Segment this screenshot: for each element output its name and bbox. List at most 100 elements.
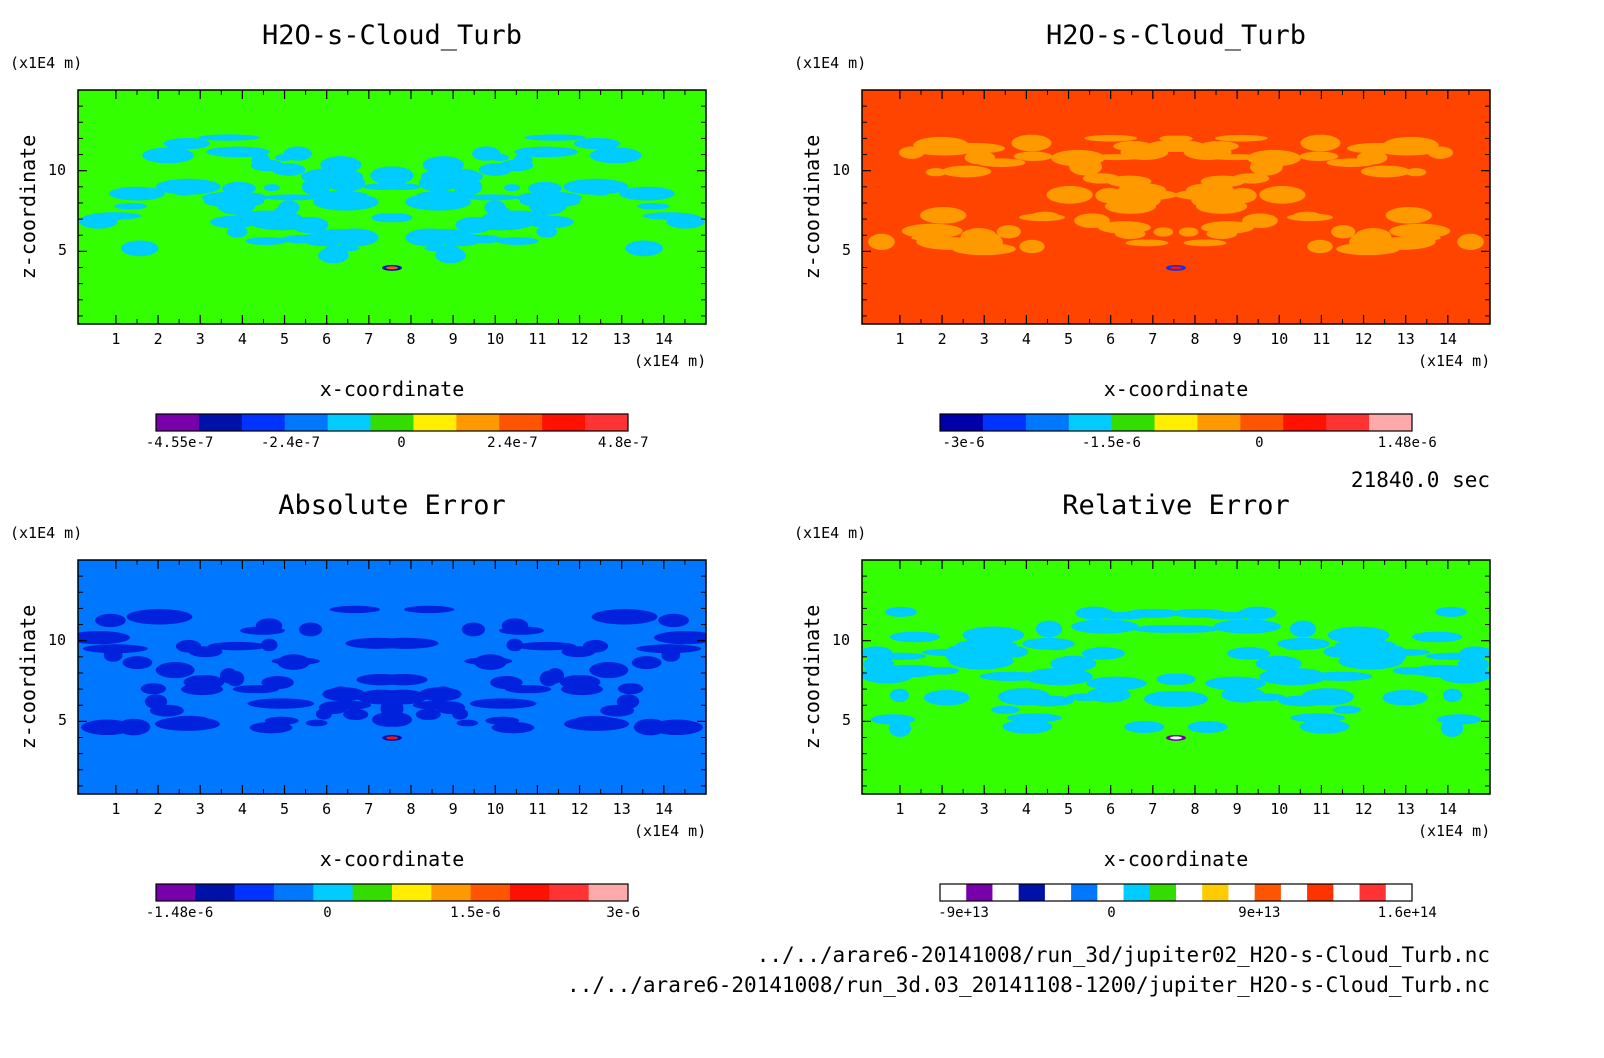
field-blob: [617, 683, 644, 695]
colorbar-tick-label: -2.4e-7: [261, 435, 321, 451]
colorbar-tick-label: 9e+13: [1238, 905, 1281, 921]
field-blob: [884, 606, 917, 617]
colorbar-segment: [499, 414, 543, 431]
field-blob: [1174, 189, 1243, 201]
field-blob: [1213, 619, 1281, 634]
field-blob: [1081, 647, 1126, 660]
colorbar-tick-label: 2.4e-7: [487, 435, 538, 451]
field-blob: [264, 194, 321, 201]
colorbar-segment: [1283, 414, 1327, 431]
x-tick-label: 13: [612, 800, 631, 818]
colorbar-frame: [155, 883, 629, 902]
colorbar-segment: [1240, 414, 1284, 431]
field-blob: [1247, 149, 1301, 167]
field-blob: [272, 206, 294, 225]
y-tick-label: 10: [48, 630, 67, 649]
field-blob: [420, 168, 483, 185]
colorbar-segment: [431, 884, 472, 901]
field-blob: [1086, 676, 1147, 691]
colorbar-tick-label: 0: [397, 435, 406, 451]
field-blob: [114, 203, 148, 210]
field-blob: [1331, 225, 1356, 239]
field-blob: [142, 147, 195, 164]
field-blob: [343, 708, 369, 721]
colorbar-segment: [1071, 884, 1098, 901]
field-blob: [949, 652, 1014, 670]
field-blob: [1326, 158, 1376, 168]
field-blob: [1002, 719, 1053, 734]
field-blob: [658, 613, 689, 628]
field-blob: [1427, 146, 1454, 159]
field-blob: [1023, 695, 1074, 707]
x-tick-label: 8: [406, 800, 416, 818]
x-tick-label: 9: [1232, 800, 1242, 818]
field-blob: [1459, 646, 1490, 660]
field-blob: [247, 698, 315, 709]
field-blob: [1109, 189, 1178, 201]
colorbar-segment: [370, 414, 414, 431]
field-blob: [95, 613, 126, 628]
colorbar-tick-label: -1.48e-6: [145, 905, 214, 921]
colorbar-tick-label: -4.55e-7: [145, 435, 214, 451]
field-blob: [563, 716, 630, 731]
colorbar-segment: [1111, 414, 1156, 431]
field-blob: [305, 719, 328, 727]
x-tick-label: 5: [280, 800, 290, 818]
x-tick-label: 13: [1396, 800, 1415, 818]
field-blob: [1435, 606, 1468, 617]
field-blob: [1214, 134, 1268, 142]
x-tick-label: 3: [979, 800, 989, 818]
colorbar-tick-label: -3e-6: [942, 435, 985, 451]
x-tick-label: 12: [1354, 330, 1373, 348]
y-unit-label: (x1E4 m): [794, 54, 867, 72]
field-background: [862, 90, 1490, 324]
panel-4: [861, 559, 1491, 902]
colorbar-tick-label: 0: [1107, 905, 1116, 921]
x-tick-label: 12: [570, 330, 589, 348]
field-core-inner: [386, 736, 398, 740]
x-tick-label: 10: [486, 330, 505, 348]
x-tick-label: 7: [1148, 330, 1158, 348]
y-unit-label: (x1E4 m): [10, 54, 83, 72]
field-blob: [175, 639, 202, 653]
field-blob: [946, 240, 994, 250]
field-features: [78, 605, 706, 741]
field-blob: [1440, 719, 1464, 737]
field-blob: [323, 700, 372, 710]
x-tick-label: 1: [111, 330, 121, 348]
field-blob: [514, 146, 578, 158]
field-blob: [516, 191, 583, 204]
field-blob: [1035, 620, 1063, 638]
field-blob: [642, 212, 696, 220]
chart-title: Absolute Error: [278, 490, 506, 521]
x-tick-label: 4: [1021, 330, 1031, 348]
field-blob: [889, 688, 910, 702]
field-blob: [636, 203, 670, 210]
colorbar-segment: [588, 884, 629, 901]
colorbar-segment: [1018, 884, 1046, 901]
colorbar-segment: [352, 884, 393, 901]
field-blob: [1075, 606, 1113, 620]
x-tick-label: 8: [406, 330, 416, 348]
x-axis-label: x-coordinate: [1103, 847, 1249, 871]
colorbar-segment: [992, 884, 1020, 901]
field-blob: [1133, 625, 1198, 633]
field-blob: [496, 237, 539, 245]
field-blob: [1332, 705, 1361, 714]
colorbar-tick-label: 4.8e-7: [597, 435, 649, 451]
colorbar-tick-label: -9e+13: [938, 905, 989, 921]
y-tick-label: 10: [832, 630, 851, 649]
field-blob: [1411, 631, 1463, 643]
field-blob: [1311, 671, 1373, 682]
x-tick-label: 5: [280, 330, 290, 348]
field-blob: [573, 137, 621, 150]
field-blob: [464, 657, 513, 665]
field-blob: [301, 168, 364, 185]
field-blob: [539, 670, 558, 687]
colorbar-segment: [327, 414, 372, 431]
field-blob: [582, 639, 609, 653]
field-blob: [516, 641, 577, 651]
colorbar-frame: [939, 883, 1413, 902]
field-blob: [506, 638, 524, 652]
x-tick-label: 14: [654, 800, 673, 818]
